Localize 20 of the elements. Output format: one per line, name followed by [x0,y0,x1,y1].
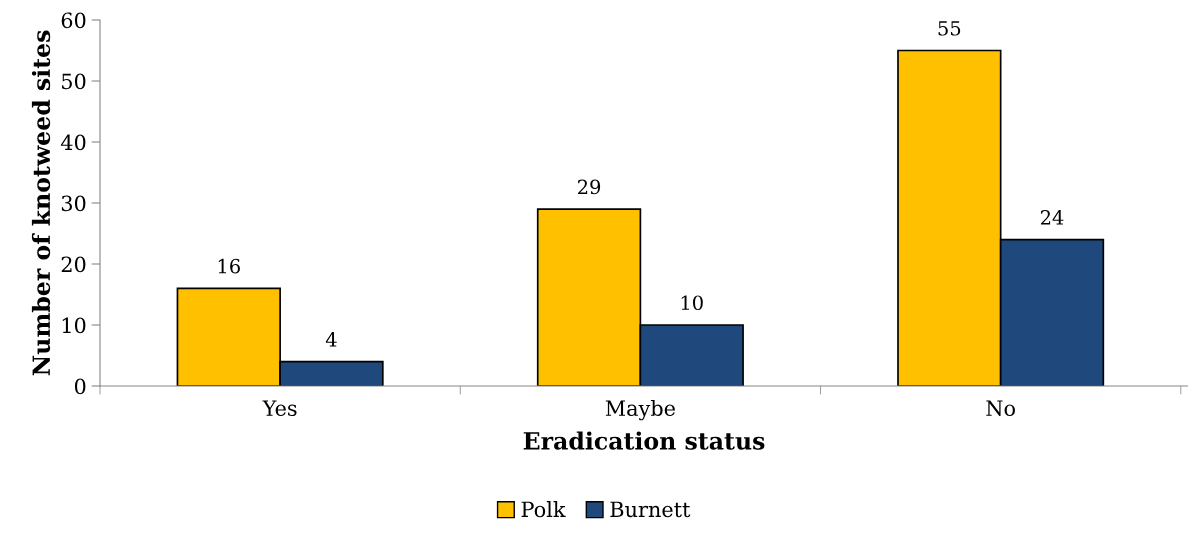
y-tick-label: 40 [60,134,86,151]
y-tick-label: 30 [61,195,86,212]
y-tick-label: 20 [61,256,86,273]
data-label: 4 [325,332,337,347]
data-label: 10 [681,295,703,311]
x-axis-title: Eradication status [523,431,765,450]
data-label: 29 [578,179,601,195]
data-label: 55 [938,21,961,36]
x-tick-label: Yes [262,400,297,417]
data-label: 24 [1040,210,1064,225]
legend-label: Polk [521,501,566,518]
x-tick-label: Maybe [605,399,675,421]
y-tick-label: 60 [61,12,86,29]
data-label: 16 [218,258,240,274]
y-tick-label: 0 [74,378,86,395]
y-tick-label: 50 [62,73,86,90]
x-tick-label: No [986,400,1015,417]
legend-label: Burnett [610,501,691,518]
y-tick-label: 10 [62,317,86,334]
y-axis-title: Number of knotweed sites [31,30,51,376]
